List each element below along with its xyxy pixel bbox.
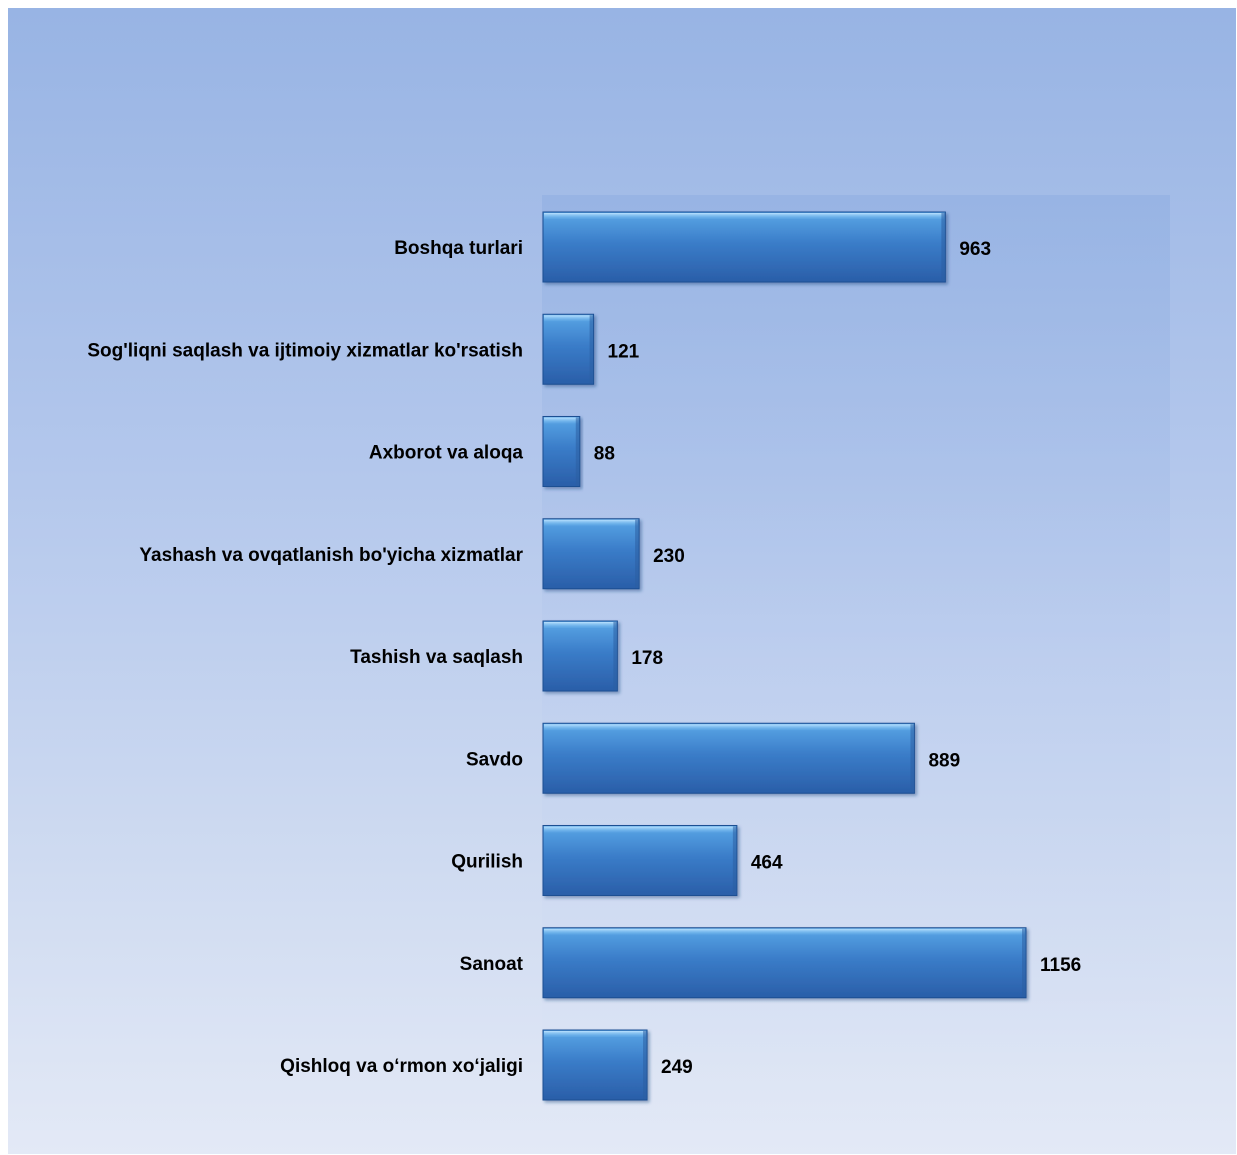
bar-bevel xyxy=(544,519,639,526)
category-label: Tashish va saqlash xyxy=(350,647,523,668)
bar-group: Yashash va ovqatlanish bo'yicha xizmatla… xyxy=(139,518,685,590)
bar xyxy=(542,825,738,896)
category-label: Boshqa turlari xyxy=(394,238,523,259)
bar-edge xyxy=(613,622,618,690)
bar-bevel xyxy=(544,724,914,731)
bar-bevel xyxy=(544,826,736,833)
bar-group: Sog'liqni saqlash va ijtimoiy xizmatlar … xyxy=(87,313,640,385)
bar-edge xyxy=(1022,928,1026,997)
bar-group: Qurilish 464 xyxy=(451,825,783,896)
bar-group: Boshqa turlari 963 xyxy=(394,211,991,283)
bar xyxy=(542,313,595,385)
bar-group: Tashish va saqlash 178 xyxy=(350,620,663,692)
bar-group: Sanoat 1156 xyxy=(460,927,1081,999)
bar-bevel xyxy=(544,417,579,424)
bar-bevel xyxy=(544,622,617,628)
bar-edge xyxy=(643,1031,648,1099)
category-label: Sog'liqni saqlash va ijtimoiy xizmatlar … xyxy=(87,340,523,361)
bar xyxy=(542,518,640,590)
bar xyxy=(542,211,946,283)
bar-edge xyxy=(575,417,580,486)
bar-bevel xyxy=(544,1031,647,1037)
bar xyxy=(542,722,915,794)
data-label: 230 xyxy=(653,546,685,567)
bar-edge xyxy=(635,519,640,588)
bar xyxy=(542,927,1027,999)
category-label: Sanoat xyxy=(460,954,524,975)
bar-edge xyxy=(941,213,946,281)
data-label: 963 xyxy=(959,239,991,260)
data-label: 249 xyxy=(661,1057,693,1078)
data-label: 464 xyxy=(751,853,783,874)
category-label: Savdo xyxy=(466,749,523,770)
bar-group: Savdo 889 xyxy=(466,722,960,794)
bar-bevel xyxy=(544,315,593,322)
data-label: 121 xyxy=(608,341,640,362)
bar-edge xyxy=(732,826,737,895)
bar xyxy=(542,1029,648,1101)
data-label: 88 xyxy=(594,444,615,465)
category-label: Axborot va aloqa xyxy=(369,443,524,464)
bar xyxy=(542,620,618,692)
data-label: 178 xyxy=(631,648,663,669)
bar xyxy=(542,416,581,487)
bar-group: Qishloq va o‘rmon xo‘jaligi 249 xyxy=(280,1029,693,1101)
category-label: Qishloq va o‘rmon xo‘jaligi xyxy=(280,1056,523,1077)
bar-bevel xyxy=(544,928,1025,935)
data-label: 889 xyxy=(928,750,960,771)
category-label: Yashash va ovqatlanish bo'yicha xizmatla… xyxy=(139,545,523,566)
data-label: 1156 xyxy=(1040,955,1081,976)
bar-group: Axborot va aloqa 88 xyxy=(369,416,615,487)
bar-edge xyxy=(589,315,594,384)
category-label: Qurilish xyxy=(451,852,523,873)
bar-edge xyxy=(910,724,915,793)
bar-bevel xyxy=(544,213,945,219)
